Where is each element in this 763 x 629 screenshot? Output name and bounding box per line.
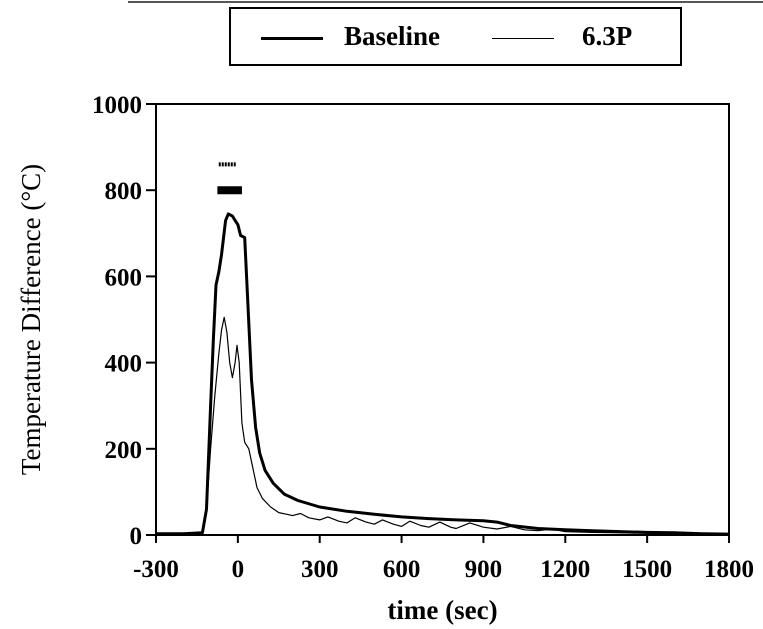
series-lines <box>155 212 730 536</box>
y-tick-label-3: 600 <box>105 264 143 291</box>
plot-frame <box>155 103 730 536</box>
annotations <box>217 162 242 195</box>
legend-swatch-baseline <box>261 37 323 40</box>
axis-ticks: -300 0 300 600 900 1200 1500 1800 0 200 400 600 800 1… <box>92 92 754 583</box>
x-tick-label-0: -300 <box>133 556 179 583</box>
x-axis-title: time (sec) <box>387 595 497 625</box>
legend-label-6-3p: 6.3P <box>582 21 633 51</box>
x-tick-label-6: 1500 <box>622 556 672 583</box>
x-tick-label-2: 300 <box>301 556 339 583</box>
y-tick-label-4: 800 <box>105 178 143 205</box>
y-tick-label-5: 1000 <box>92 92 142 119</box>
series-line-6-3p <box>155 316 729 535</box>
y-tick-label-2: 400 <box>105 351 143 378</box>
legend-label-baseline: Baseline <box>344 21 441 51</box>
x-tick-label-3: 600 <box>383 556 421 583</box>
legend-swatch-6-3p <box>492 38 554 39</box>
legend: Baseline 6.3P <box>229 7 682 66</box>
x-tick-label-1: 0 <box>232 556 245 583</box>
top-rule <box>128 1 763 3</box>
x-tick-label-7: 1800 <box>704 556 754 583</box>
y-tick-label-0: 0 <box>130 523 143 550</box>
y-axis-title: Temperature Difference (°C) <box>16 164 46 475</box>
x-tick-label-4: 900 <box>465 556 503 583</box>
series-line-baseline <box>156 212 730 536</box>
plot-border <box>155 103 730 536</box>
y-tick-label-1: 200 <box>105 437 143 464</box>
x-tick-label-5: 1200 <box>540 556 590 583</box>
